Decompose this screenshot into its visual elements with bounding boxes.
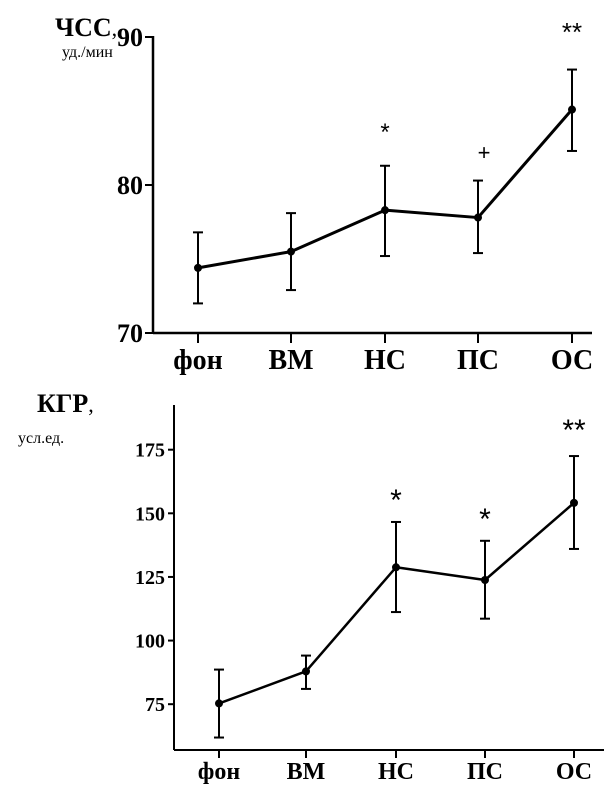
y-tick-label: 175 xyxy=(135,440,165,462)
data-point xyxy=(474,213,482,222)
data-point xyxy=(381,206,389,215)
y-tick-label: 70 xyxy=(117,319,143,348)
y-tick-label: 125 xyxy=(135,567,165,589)
data-point xyxy=(481,575,489,584)
x-tick-label: ВМ xyxy=(287,759,326,785)
significance-marker: * xyxy=(380,119,389,146)
significance-marker: * xyxy=(479,503,491,536)
y-tick-label: 75 xyxy=(145,694,165,716)
significance-marker: + xyxy=(478,140,491,165)
y-tick-label: 150 xyxy=(135,503,165,525)
chart-heart-rate: ЧСС, уд./мин 90 80 70 фон ВМ НС ПС ОС * + ** xyxy=(55,13,593,376)
x-tick-label: ПС xyxy=(457,345,499,376)
data-point xyxy=(215,699,223,708)
x-tick-label: ОС xyxy=(551,345,593,376)
x-tick-label: ПС xyxy=(467,759,503,785)
data-point xyxy=(302,667,310,676)
x-tick-label: НС xyxy=(378,759,414,785)
x-tick-label: фон xyxy=(198,759,241,785)
x-tick-label: фон xyxy=(173,345,223,376)
significance-marker: ** xyxy=(562,414,586,447)
data-point xyxy=(570,498,578,507)
y-axis-unit: уд./мин xyxy=(62,44,113,61)
x-tick-label: ОС xyxy=(556,759,592,785)
data-point xyxy=(287,247,295,256)
data-point xyxy=(568,105,576,114)
data-point xyxy=(392,563,400,572)
y-axis-title: ЧСС, xyxy=(55,13,117,42)
significance-marker: * xyxy=(390,484,402,517)
y-axis-unit: усл.ед. xyxy=(18,430,64,447)
data-point xyxy=(194,263,202,272)
x-tick-label: НС xyxy=(364,345,406,376)
x-tick-label: ВМ xyxy=(268,345,313,376)
significance-marker: ** xyxy=(562,17,582,47)
y-tick-label: 90 xyxy=(117,23,143,52)
y-tick-label: 80 xyxy=(117,171,143,200)
y-axis-title: КГР, xyxy=(37,389,94,418)
y-tick-label: 100 xyxy=(135,631,165,653)
